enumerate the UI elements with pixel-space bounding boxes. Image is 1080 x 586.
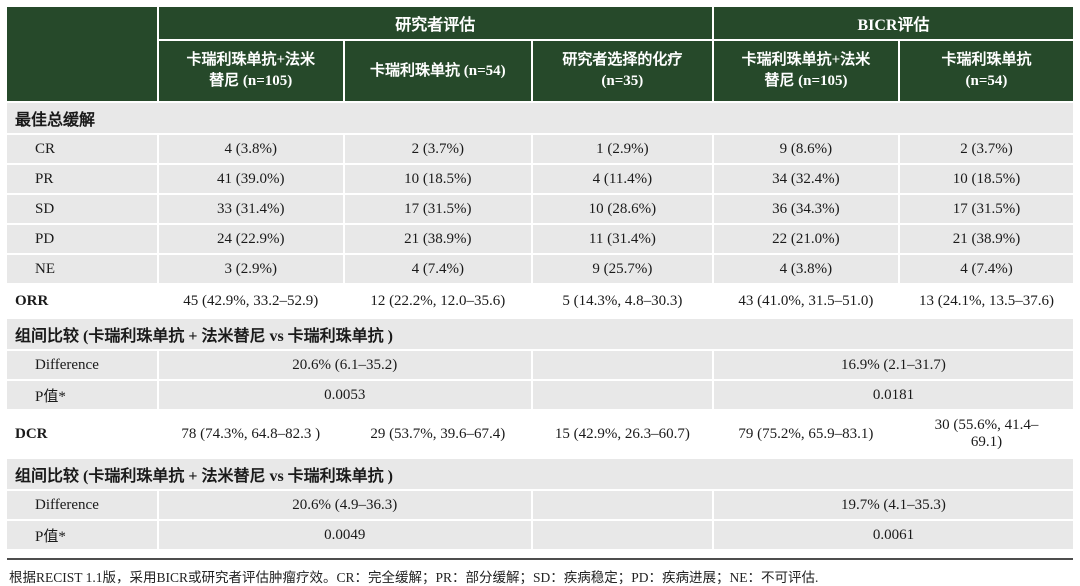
cell-value: 15 (42.9%, 26.3–60.7) [530,409,714,459]
row-label: P值* [5,379,159,411]
cell-value: 34 (32.4%) [711,163,900,195]
cell-pvalue-investigator: 0.0053 [156,379,533,411]
cell-empty [530,489,714,521]
table-row-pd: PD 24 (22.9%) 21 (38.9%) 11 (31.4%) 22 (… [5,223,1076,255]
cell-value: 43 (41.0%, 31.5–51.0) [711,283,900,319]
cell-difference-investigator: 20.6% (6.1–35.2) [156,349,533,381]
row-label: SD [5,193,159,225]
cell-value: 4 (3.8%) [156,133,345,165]
efficacy-results-table: 研究者评估 BICR评估 卡瑞利珠单抗+法米 替尼 (n=105) 卡瑞利珠单抗… [5,5,1076,551]
cell-value: 4 (7.4%) [897,253,1076,285]
header-columns-row: 卡瑞利珠单抗+法米 替尼 (n=105) 卡瑞利珠单抗 (n=54) 研究者选择… [6,39,1076,103]
table-row-ne: NE 3 (2.9%) 4 (7.4%) 9 (25.7%) 4 (3.8%) … [5,253,1076,285]
cell-value: 10 (28.6%) [530,193,714,225]
footnote-text: 根据RECIST 1.1版，采用BICR或研究者评估肿瘤疗效。CR：完全缓解；P… [9,570,819,585]
table-row-pr: PR 41 (39.0%) 10 (18.5%) 4 (11.4%) 34 (3… [5,163,1076,195]
row-label: DCR [5,409,159,459]
section-title: 最佳总缓解 [5,101,1075,135]
cell-value: 10 (18.5%) [897,163,1076,195]
cell-value: 13 (24.1%, 13.5–37.6) [897,283,1076,319]
cell-empty [530,379,714,411]
table-row-sd: SD 33 (31.4%) 17 (31.5%) 10 (28.6%) 36 (… [5,193,1076,225]
cell-value: 5 (14.3%, 4.8–30.3) [530,283,714,319]
cell-value: 12 (22.2%, 12.0–35.6) [342,283,533,319]
header-col-camrelizumab-inv: 卡瑞利珠单抗 (n=54) [342,39,533,103]
section-title: 组间比较 (卡瑞利珠单抗 + 法米替尼 vs 卡瑞利珠单抗 ) [5,317,1075,351]
cell-value: 4 (11.4%) [530,163,714,195]
header-col-camrelizumab-famitinib-bicr: 卡瑞利珠单抗+法米 替尼 (n=105) [711,39,900,103]
cell-difference-bicr: 19.7% (4.1–35.3) [711,489,1076,521]
cell-value: 3 (2.9%) [156,253,345,285]
cell-value: 22 (21.0%) [711,223,900,255]
cell-value: 17 (31.5%) [897,193,1076,225]
table-row-orr: ORR 45 (42.9%, 33.2–52.9) 12 (22.2%, 12.… [5,283,1076,319]
corner-cell [5,5,159,103]
cell-value: 30 (55.6%, 41.4– 69.1) [897,409,1076,459]
row-label: PR [5,163,159,195]
cell-difference-bicr: 16.9% (2.1–31.7) [711,349,1076,381]
section-best-overall-response: 最佳总缓解 [5,101,1075,135]
cell-value: 41 (39.0%) [156,163,345,195]
cell-value: 45 (42.9%, 33.2–52.9) [156,283,345,319]
table-row-dcr: DCR 78 (74.3%, 64.8–82.3 ) 29 (53.7%, 39… [5,409,1076,459]
cell-value: 9 (25.7%) [530,253,714,285]
table-row-cr: CR 4 (3.8%) 2 (3.7%) 1 (2.9%) 9 (8.6%) 2… [5,133,1076,165]
cell-value: 78 (74.3%, 64.8–82.3 ) [156,409,345,459]
row-label: Difference [5,349,159,381]
section-title: 组间比较 (卡瑞利珠单抗 + 法米替尼 vs 卡瑞利珠单抗 ) [5,457,1075,491]
table-row-difference-orr: Difference 20.6% (6.1–35.2) 16.9% (2.1–3… [5,349,1076,381]
row-label: PD [5,223,159,255]
cell-value: 1 (2.9%) [530,133,714,165]
header-investigator-assessment: 研究者评估 [156,5,714,41]
cell-difference-investigator: 20.6% (4.9–36.3) [156,489,533,521]
cell-value: 4 (3.8%) [711,253,900,285]
row-label: CR [5,133,159,165]
cell-value: 4 (7.4%) [342,253,533,285]
cell-empty [530,349,714,381]
cell-pvalue-bicr: 0.0181 [711,379,1076,411]
header-col-chemotherapy: 研究者选择的化疗 (n=35) [530,39,714,103]
section-comparison-orr: 组间比较 (卡瑞利珠单抗 + 法米替尼 vs 卡瑞利珠单抗 ) [5,317,1075,351]
cell-value: 10 (18.5%) [342,163,533,195]
table-row-difference-dcr: Difference 20.6% (4.9–36.3) 19.7% (4.1–3… [5,489,1076,521]
header-col-camrelizumab-famitinib-inv: 卡瑞利珠单抗+法米 替尼 (n=105) [156,39,345,103]
table-row-pvalue-orr: P值* 0.0053 0.0181 [5,379,1076,411]
cell-value: 29 (53.7%, 39.6–67.4) [342,409,533,459]
header-bicr-assessment: BICR评估 [711,5,1076,41]
cell-value: 17 (31.5%) [342,193,533,225]
cell-value: 24 (22.9%) [156,223,345,255]
row-label: Difference [5,489,159,521]
section-comparison-dcr: 组间比较 (卡瑞利珠单抗 + 法米替尼 vs 卡瑞利珠单抗 ) [5,457,1075,491]
cell-value: 33 (31.4%) [156,193,345,225]
row-label: NE [5,253,159,285]
cell-value: 36 (34.3%) [711,193,900,225]
cell-value: 2 (3.7%) [897,133,1076,165]
cell-value: 11 (31.4%) [530,223,714,255]
cell-value: 79 (75.2%, 65.9–83.1) [711,409,900,459]
cell-value: 21 (38.9%) [897,223,1076,255]
header-group-row: 研究者评估 BICR评估 [5,5,1076,103]
row-label: ORR [5,283,159,319]
cell-value: 2 (3.7%) [342,133,533,165]
header-col-camrelizumab-bicr: 卡瑞利珠单抗 (n=54) [897,39,1076,103]
cell-value: 21 (38.9%) [342,223,533,255]
cell-value: 9 (8.6%) [711,133,900,165]
